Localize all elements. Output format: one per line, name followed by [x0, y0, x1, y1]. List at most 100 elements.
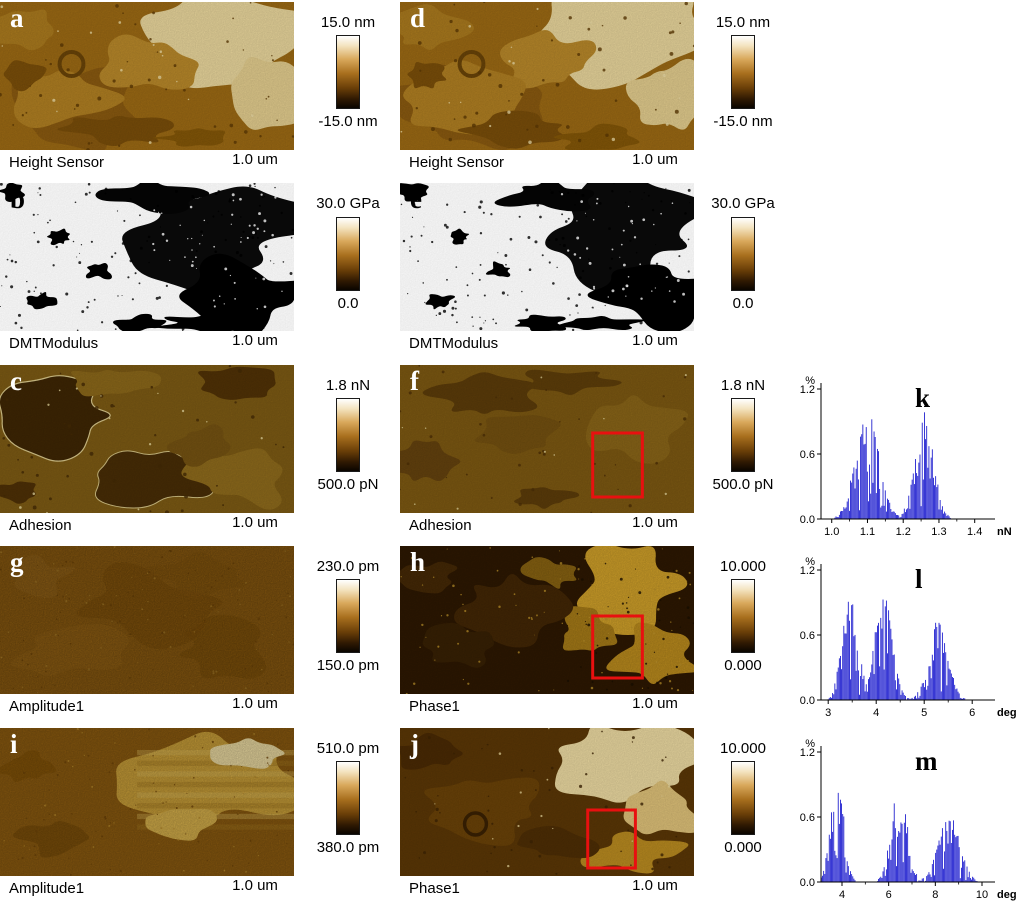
channel-label: Adhesion: [9, 516, 72, 534]
colorbar-gradient: [731, 760, 755, 835]
scale-label: 1.0 um: [632, 695, 678, 713]
colorbar-a: 15.0 nm -15.0 nm: [296, 0, 400, 181]
channel-label: DMTModulus: [409, 335, 499, 353]
channel-label: Amplitude1: [9, 879, 85, 897]
colorbar-top-label: 15.0 nm: [715, 14, 771, 31]
scale-label: 1.0 um: [232, 513, 278, 531]
colorbar-bottom-label: 0.0: [732, 294, 754, 312]
afm-image-g: g: [0, 546, 294, 695]
channel-label: Amplitude1: [9, 698, 85, 716]
x-tick-label: 6: [886, 889, 892, 901]
colorbar-top-label: 1.8 nN: [325, 376, 371, 394]
scale-label: 1.0 um: [632, 332, 678, 350]
panel-letter-i: i: [10, 728, 18, 759]
colorbar-top-label: 230.0 pm: [316, 558, 380, 576]
afm-image-d: d: [400, 2, 694, 150]
colorbar-gradient: [336, 398, 360, 473]
afm-scan-d: [400, 2, 694, 150]
histogram-letter-k: k: [915, 383, 930, 413]
afm-image-b: b: [0, 183, 294, 332]
grain-overlay: [400, 364, 694, 513]
grain-overlay: [0, 546, 294, 695]
afm-scan-e: [400, 183, 694, 332]
histogram-k: 1.0 1.1 1.2 1.3 1.4 nN 0.0 0.6 1.2% k: [790, 363, 1024, 544]
panel-caption-i: Amplitude1 1.0 um: [0, 870, 296, 906]
scale-label: 1.0 um: [632, 513, 678, 531]
afm-image-c: c: [0, 364, 294, 513]
channel-label: DMTModulus: [9, 335, 99, 353]
y-tick-label: 0.6: [800, 812, 815, 824]
histogram-bars: [827, 599, 966, 701]
scale-label: 1.0 um: [232, 332, 278, 350]
histogram-plot-m: 4 6 8 10 deg 0.0 0.6 1.2% m: [800, 738, 1017, 901]
panel-letter-h: h: [410, 547, 426, 578]
histogram-l: 3 4 5 6 deg 0.0 0.6 1.2% l: [790, 544, 1024, 725]
y-tick-label: 0.6: [800, 630, 815, 642]
x-tick-label: 5: [921, 707, 927, 719]
x-tick-label: 1.3: [931, 526, 946, 538]
channel-label: Phase1: [409, 879, 460, 897]
colorbar-h: 10.000 0.000: [696, 544, 790, 725]
panel-f: f Adhesion 1.0 um: [400, 363, 696, 544]
x-tick-label: 6: [969, 707, 975, 719]
colorbar-j: 10.000 0.000: [696, 726, 790, 907]
channel-label: Adhesion: [409, 516, 472, 534]
colorbar-gradient: [336, 760, 360, 835]
colorbar-gradient: [336, 35, 360, 110]
afm-scan-h: [400, 546, 694, 695]
channel-label: Height Sensor: [409, 154, 505, 171]
histogram-letter-m: m: [915, 746, 938, 776]
grain-overlay: [400, 2, 694, 150]
histogram-plot-k: 1.0 1.1 1.2 1.3 1.4 nN 0.0 0.6 1.2% k: [800, 375, 1012, 538]
grain-overlay: [400, 546, 694, 695]
x-tick-label: 1.2: [896, 526, 911, 538]
colorbar-bottom-label: 0.000: [724, 657, 762, 675]
panel-letter-g: g: [10, 547, 24, 578]
colorbar-bottom-label: 500.0 pN: [712, 476, 774, 494]
x-tick-label: 4: [839, 889, 845, 901]
colorbar-bottom-label: -15.0 nm: [318, 113, 378, 131]
scale-label: 1.0 um: [232, 695, 278, 713]
grain-overlay: [0, 364, 294, 513]
x-tick-label: 3: [825, 707, 831, 719]
afm-scan-j: [400, 727, 694, 876]
x-tick-label: 8: [932, 889, 938, 901]
afm-scan-i: [0, 727, 294, 876]
scale-label: 1.0 um: [632, 151, 678, 168]
y-axis-unit: %: [805, 556, 815, 568]
colorbar-g: 230.0 pm 150.0 pm: [296, 544, 400, 725]
colorbar-gradient: [336, 579, 360, 654]
y-axis-unit: %: [805, 375, 815, 387]
colorbar-gradient: [731, 35, 755, 110]
panel-a: a Height Sensor 1.0 um: [0, 0, 296, 181]
colorbar-e: 30.0 GPa 0.0: [696, 181, 790, 362]
panel-letter-c: c: [10, 365, 22, 396]
y-tick-label: 0.0: [800, 877, 815, 889]
panel-caption-b: DMTModulus 1.0 um: [0, 326, 296, 361]
y-tick-label: 0.0: [800, 695, 815, 707]
histogram-m: 4 6 8 10 deg 0.0 0.6 1.2% m: [790, 726, 1024, 907]
colorbar-top-label: 1.8 nN: [720, 376, 766, 394]
colorbar-c: 1.8 nN 500.0 pN: [296, 363, 400, 544]
panel-g: g Amplitude1 1.0 um: [0, 544, 296, 725]
scale-label: 1.0 um: [632, 876, 678, 894]
x-tick-label: 1.0: [824, 526, 839, 538]
panel-letter-a: a: [10, 3, 24, 33]
panel-caption-h: Phase1 1.0 um: [400, 689, 696, 724]
y-tick-label: 0.6: [800, 449, 815, 461]
channel-label: Height Sensor: [9, 154, 105, 171]
y-tick-label: 1.2: [800, 747, 815, 759]
grain-overlay: [0, 2, 294, 150]
y-tick-label: 1.2: [800, 384, 815, 396]
panel-caption-e: DMTModulus 1.0 um: [400, 326, 696, 361]
panel-caption-j: Phase1 1.0 um: [400, 870, 696, 906]
colorbar-bottom-label: -15.0 nm: [713, 113, 773, 131]
panel-letter-f: f: [410, 365, 419, 396]
panel-i: i Amplitude1 1.0 um: [0, 726, 296, 907]
y-tick-label: 0.0: [800, 514, 815, 526]
afm-scan-g: [0, 546, 294, 695]
grain-overlay: [0, 183, 294, 332]
panel-e: e DMTModulus 1.0 um: [400, 181, 696, 362]
colorbar-top-label: 30.0 GPa: [711, 195, 775, 213]
histogram-letter-l: l: [915, 564, 923, 594]
